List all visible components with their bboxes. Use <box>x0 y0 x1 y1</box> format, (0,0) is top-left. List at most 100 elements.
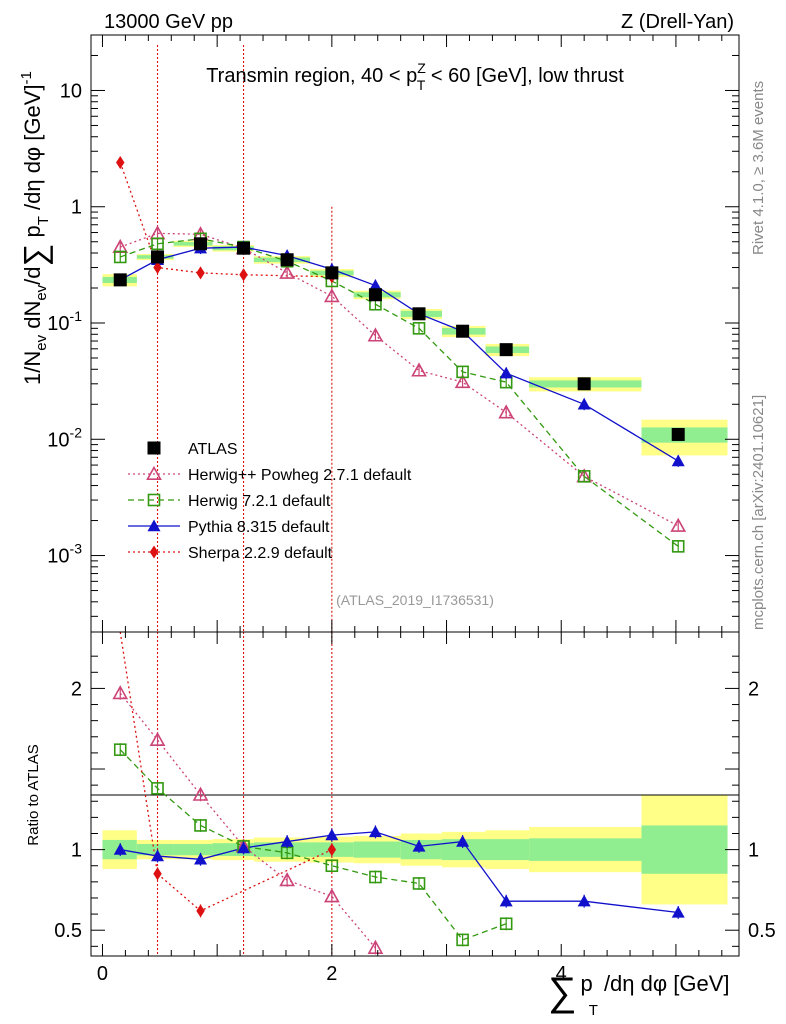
main-band-inner <box>173 242 213 246</box>
y-label-sum: ∑ <box>17 244 53 267</box>
legend-marker <box>147 493 161 507</box>
ratio-band-inner <box>641 825 728 874</box>
main-line-2 <box>119 246 679 462</box>
x-label-sub: T <box>589 1002 598 1019</box>
header-collision-label: 13000 GeV pp <box>104 11 233 33</box>
main-uncertainty-bands <box>102 240 728 456</box>
y-tick-label: 10 <box>60 80 82 102</box>
main-point <box>239 268 248 282</box>
ratio-point <box>369 870 382 884</box>
data-point <box>113 273 127 287</box>
y-label-c: /d <box>20 266 45 284</box>
legend-label: Herwig 7.2.1 default <box>188 493 331 510</box>
x-tick-label: 0 <box>97 963 108 985</box>
legend-label: Herwig++ Powheg 2.7.1 default <box>188 467 412 484</box>
y-label-T: T <box>35 216 52 225</box>
mcplots-label: mcplots.cern.ch [arXiv:2401.10621] <box>750 395 767 630</box>
data-point <box>577 377 591 391</box>
y-tick-label: 1 <box>71 197 82 219</box>
main-band-inner <box>212 246 254 251</box>
data-point <box>151 250 165 264</box>
main-point <box>456 365 469 379</box>
ratio-point <box>112 685 129 700</box>
legend-label: ATLAS <box>188 441 238 458</box>
data-point <box>325 266 339 280</box>
legend: ATLAS Herwig++ Powheg 2.7.1 default Herwig… <box>128 441 412 562</box>
y-tick-label: 10-3 <box>47 541 82 568</box>
analysis-tag: (ATLAS_2019_I1736531) <box>336 592 494 608</box>
title-sup: Z <box>417 60 426 76</box>
ratio-y-tick-label-left: 1 <box>71 840 82 862</box>
data-point <box>499 343 513 357</box>
y-label-ev2: ev <box>33 284 50 300</box>
x-label-p: p <box>581 971 593 996</box>
ratio-point <box>194 819 207 832</box>
ratio-point <box>499 917 513 931</box>
main-point <box>196 266 205 280</box>
main-point <box>113 250 127 264</box>
main-point <box>498 404 515 419</box>
main-axis-ticks: 10 1 10-1 10-2 10-3 <box>47 34 739 632</box>
ratio-point <box>280 835 294 847</box>
title-part-a: Transmin region, 40 < p <box>206 65 417 87</box>
ratio-axis-ticks: 0 2 4 2 2 1 1 0.5 0.5 <box>54 632 776 985</box>
ratio-point <box>327 843 337 857</box>
title-part-b: < 60 [GeV], low thrust <box>425 65 624 87</box>
main-point <box>577 397 591 410</box>
ratio-point <box>456 835 470 847</box>
main-point <box>368 279 382 291</box>
rivet-version-label: Rivet 4.1.0, ≥ 3.6M events <box>750 81 767 255</box>
ratio-line-1 <box>119 749 507 941</box>
ratio-point <box>113 843 127 855</box>
main-series-lines <box>119 45 679 632</box>
x-label-sum: ∑ <box>548 970 577 1014</box>
legend-marker <box>147 519 161 532</box>
data-point <box>368 288 382 302</box>
ratio-band-inner <box>441 839 486 861</box>
ratio-y-tick-label-right: 1 <box>748 840 759 862</box>
main-series-markers <box>112 156 687 553</box>
ratio-series-markers <box>112 685 685 955</box>
ratio-line-3 <box>119 631 333 912</box>
ratio-point <box>151 782 164 795</box>
x-label-rest: /dη dφ [GeV] <box>604 971 730 996</box>
ratio-point <box>671 905 685 918</box>
y-label-d: /dη dφ [GeV] <box>20 84 45 216</box>
ratio-point <box>368 825 382 838</box>
data-point <box>671 427 685 441</box>
ratio-band-inner <box>173 843 213 856</box>
y-label-ev1: ev <box>33 334 50 350</box>
ratio-point <box>113 743 127 756</box>
main-point <box>151 237 164 251</box>
y-label-a: 1/N <box>20 351 45 385</box>
ratio-point <box>194 852 208 865</box>
y-label-p: p <box>20 225 45 243</box>
ratio-point <box>192 786 209 801</box>
main-point <box>671 540 685 553</box>
ratio-band-inner <box>136 843 174 856</box>
main-point <box>577 470 591 483</box>
ratio-band-inner <box>529 838 642 861</box>
ratio-y-axis-label: Ratio to ATLAS <box>25 744 42 845</box>
ratio-point <box>149 731 166 747</box>
data-point <box>280 253 294 267</box>
main-point <box>412 322 426 335</box>
ratio-plot-frame <box>90 631 740 957</box>
data-point <box>237 241 251 255</box>
ratio-point <box>367 939 384 954</box>
main-point <box>116 156 125 170</box>
ratio-point <box>151 849 165 862</box>
ratio-point <box>412 839 426 852</box>
data-point <box>456 324 470 338</box>
data-point <box>412 307 426 321</box>
ratio-point <box>325 828 339 841</box>
main-y-axis-label: 1/Nev dNev/d∑ pT /dη dφ [GeV]-1 <box>17 71 53 385</box>
main-point <box>367 327 384 342</box>
ratio-point <box>577 894 591 907</box>
x-tick-label: 4 <box>556 963 567 985</box>
main-point <box>671 454 685 467</box>
ratio-point <box>323 888 340 903</box>
ratio-band-inner <box>353 841 401 858</box>
ratio-point <box>456 933 469 947</box>
main-line-0 <box>120 232 679 527</box>
